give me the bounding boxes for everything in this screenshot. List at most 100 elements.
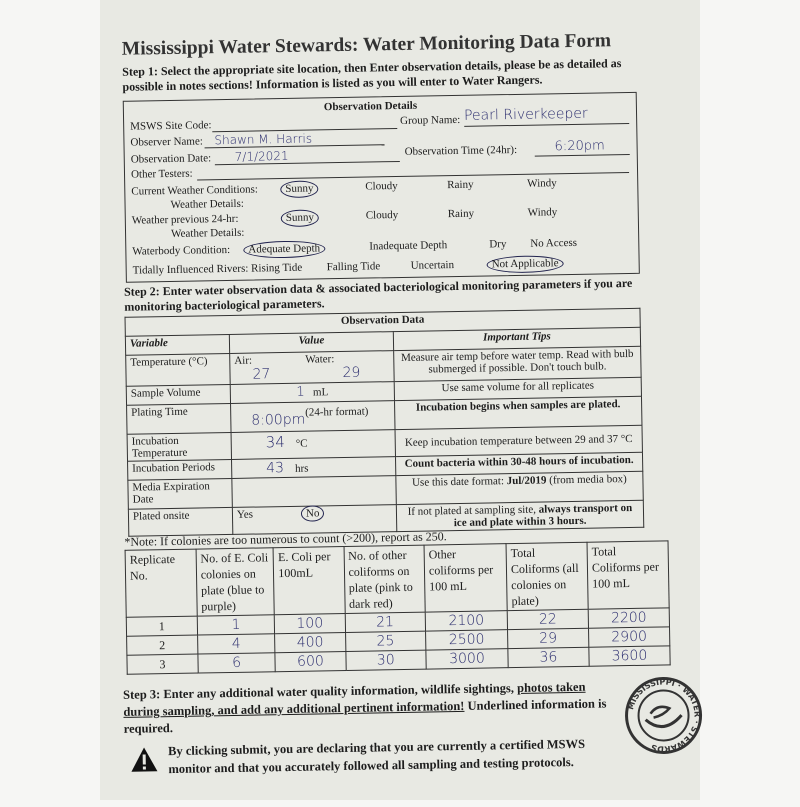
current-weather-label: Current Weather Conditions: bbox=[131, 183, 259, 198]
replicate-cell[interactable]: 600 bbox=[275, 651, 346, 672]
replicate-cell[interactable]: 36 bbox=[507, 647, 590, 668]
waterbody-adequate[interactable]: Adequate Depth bbox=[243, 240, 326, 259]
replicate-header-row: Replicate No. No. of E. Coli colonies on … bbox=[125, 540, 670, 618]
prev-weather-cloudy[interactable]: Cloudy bbox=[365, 209, 399, 222]
temp-tip: Measure air temp before water temp. Read… bbox=[393, 346, 642, 382]
observation-time-label: Observation Time (24hr): bbox=[404, 143, 518, 158]
observation-date-label: Observation Date: bbox=[130, 152, 212, 166]
replicate-cell[interactable]: 21 bbox=[344, 612, 426, 633]
other-testers-label: Other Testers: bbox=[130, 167, 193, 181]
inc-period-unit: hrs bbox=[294, 462, 309, 475]
air-temp[interactable]: 27 bbox=[252, 366, 271, 383]
media-label: Media Expiration Date bbox=[127, 478, 233, 510]
inc-temp-unit: °C bbox=[295, 437, 308, 450]
media-tip-b: Jul/2019 bbox=[506, 474, 547, 488]
replicate-cell[interactable]: 1 bbox=[196, 614, 275, 636]
temp-label: Temperature (°C) bbox=[125, 353, 231, 387]
prev-weather-windy[interactable]: Windy bbox=[527, 206, 558, 219]
replicate-cell[interactable]: 2100 bbox=[425, 610, 508, 632]
plating-cell[interactable]: 8:00pm(24-hr format) bbox=[230, 400, 396, 433]
replicate-cell[interactable]: 3600 bbox=[588, 645, 671, 667]
waterbody-inadequate[interactable]: Inadequate Depth bbox=[369, 239, 448, 253]
water-temp[interactable]: 29 bbox=[342, 364, 361, 381]
plating-label: Plating Time bbox=[126, 403, 232, 435]
weather-details-label: Weather Details: bbox=[170, 197, 244, 211]
replicate-header-1: No. of E. Coli colonies on plate (blue t… bbox=[195, 547, 275, 617]
replicate-number: 1 bbox=[126, 616, 198, 637]
onsite-yes[interactable]: Yes bbox=[236, 508, 254, 521]
media-tip-a: Use this date format: bbox=[411, 475, 507, 489]
onsite-tip: If not plated at sampling site, always t… bbox=[396, 500, 644, 532]
replicate-cell[interactable]: 4 bbox=[197, 633, 276, 655]
temp-value-cell[interactable]: Air: 27 Water: 29 bbox=[229, 350, 395, 385]
volume-value[interactable]: 1 bbox=[296, 384, 305, 400]
replicate-cell[interactable]: 29 bbox=[507, 628, 589, 649]
inc-temp-value[interactable]: 34 bbox=[265, 433, 285, 452]
inc-temp-tip: Keep incubation temperature between 29 a… bbox=[395, 425, 643, 457]
current-weather-rainy[interactable]: Rainy bbox=[447, 178, 474, 192]
onsite-no[interactable]: No bbox=[300, 505, 325, 522]
msws-logo: MISSISSIPPI · WATER · STEWARDS bbox=[625, 677, 702, 754]
replicate-cell[interactable]: 22 bbox=[507, 609, 589, 630]
replicate-cell[interactable]: 2200 bbox=[588, 607, 670, 629]
waterbody-dry[interactable]: Dry bbox=[489, 238, 507, 251]
inc-temp-cell[interactable]: 34 °C bbox=[231, 429, 396, 460]
inc-period-value[interactable]: 43 bbox=[266, 460, 285, 477]
replicate-header-4: Other coliforms per 100 mL bbox=[423, 543, 508, 613]
current-weather-sunny[interactable]: Sunny bbox=[280, 180, 319, 199]
replicate-cell[interactable]: 6 bbox=[197, 652, 276, 674]
plating-unit: (24-hr format) bbox=[305, 405, 369, 419]
observation-data-table: Observation Data Variable Value Importan… bbox=[125, 308, 645, 537]
tidal-label: Tidally Influenced Rivers: Rising Tide bbox=[132, 261, 303, 277]
replicate-cell[interactable]: 400 bbox=[274, 632, 346, 653]
details-heading: Observation Details bbox=[323, 99, 418, 114]
replicate-header-0: Replicate No. bbox=[125, 549, 197, 618]
onsite-label: Plated onsite bbox=[128, 507, 233, 537]
group-name-field[interactable]: Pearl Riverkeeper bbox=[463, 103, 630, 127]
plating-value[interactable]: 8:00pm bbox=[251, 411, 306, 429]
replicate-number: 2 bbox=[126, 635, 198, 656]
observation-details-box: Observation Details MSWS Site Code: Grou… bbox=[122, 91, 640, 283]
current-weather-windy[interactable]: Windy bbox=[527, 177, 557, 190]
replicate-cell[interactable]: 30 bbox=[345, 650, 427, 671]
replicate-cell[interactable]: 25 bbox=[345, 631, 426, 652]
submit-declaration: By clicking submit, you are declaring th… bbox=[167, 736, 586, 777]
replicate-header-5: Total Coliforms (all colonies on plate) bbox=[505, 542, 589, 611]
observation-time-field[interactable]: 6:20pm bbox=[534, 137, 630, 157]
media-tip-c: (from media box) bbox=[546, 473, 627, 487]
prev-weather-sunny[interactable]: Sunny bbox=[280, 209, 320, 228]
current-weather-cloudy[interactable]: Cloudy bbox=[365, 180, 398, 193]
waterbody-label: Waterbody Condition: bbox=[132, 243, 231, 258]
tidal-uncertain[interactable]: Uncertain bbox=[410, 259, 455, 272]
group-name-label: Group Name: bbox=[400, 113, 461, 127]
prev-weather-rainy[interactable]: Rainy bbox=[447, 207, 475, 221]
tidal-not-applicable[interactable]: Not Applicable bbox=[486, 255, 564, 274]
step1-instructions: Step 1: Select the appropriate site loca… bbox=[122, 56, 622, 94]
tidal-falling[interactable]: Falling Tide bbox=[326, 260, 381, 274]
other-testers-field[interactable] bbox=[197, 171, 630, 181]
replicate-cell[interactable]: 2900 bbox=[588, 626, 670, 648]
observer-name-label: Observer Name: bbox=[130, 135, 203, 149]
air-label: Air: bbox=[234, 354, 253, 367]
volume-label: Sample Volume bbox=[126, 384, 231, 406]
replicate-table: Replicate No. No. of E. Coli colonies on … bbox=[125, 540, 671, 675]
prev-weather-details-label: Weather Details: bbox=[170, 226, 245, 240]
inc-temp-label: Incubation Temperature bbox=[127, 432, 232, 462]
media-value-cell[interactable] bbox=[231, 475, 397, 508]
media-tip: Use this date format: Jul/2019 (from med… bbox=[395, 471, 644, 505]
paper-form bbox=[100, 0, 700, 800]
observer-name-field[interactable]: Shawn M. Harris bbox=[204, 130, 385, 149]
observation-date-field[interactable]: 7/1/2021 bbox=[214, 146, 400, 166]
replicate-cell[interactable]: 2500 bbox=[425, 629, 508, 651]
col-variable: Variable bbox=[125, 334, 230, 356]
plating-tip: Incubation begins when samples are plate… bbox=[394, 396, 642, 430]
site-code-label: MSWS Site Code: bbox=[130, 119, 212, 133]
replicate-cell[interactable]: 3000 bbox=[425, 648, 509, 670]
water-label: Water: bbox=[305, 353, 335, 366]
step3-instructions: Step 3: Enter any additional water quali… bbox=[123, 678, 614, 738]
waterbody-no-access[interactable]: No Access bbox=[530, 236, 578, 250]
replicate-header-6: Total Coliforms per 100 mL bbox=[586, 540, 670, 610]
replicate-number: 3 bbox=[126, 654, 198, 675]
replicate-header-2: E. Coli per 100mL bbox=[273, 546, 345, 615]
replicate-cell[interactable]: 100 bbox=[274, 613, 346, 634]
